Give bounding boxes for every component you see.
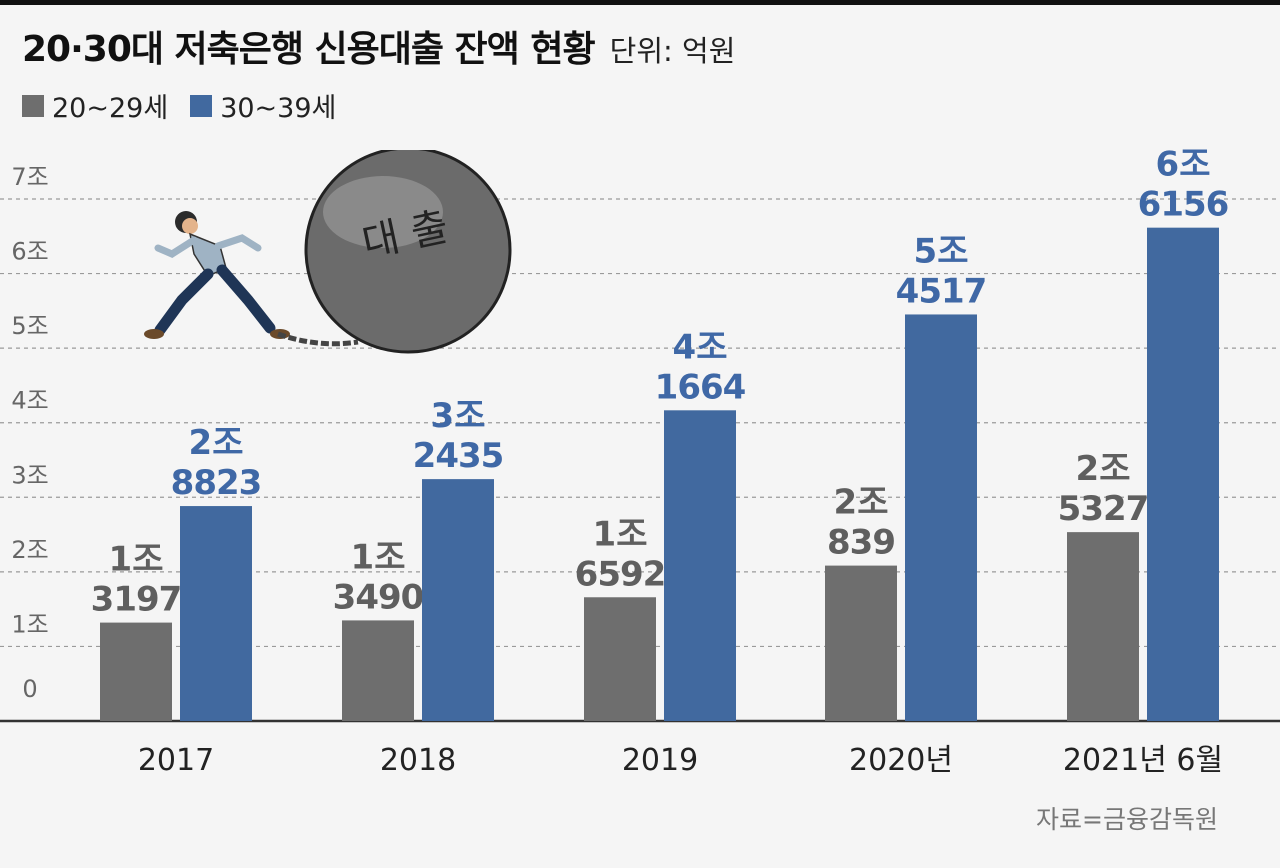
legend-swatch-20s (22, 94, 44, 117)
legend: 20~29세 30~39세 (22, 86, 358, 125)
legend-label-20s: 20~29세 (52, 93, 169, 124)
data-label-eok: 2435 (413, 436, 504, 476)
bar (1067, 532, 1139, 721)
data-label-eok: 3490 (333, 577, 424, 617)
x-tick-label: 2020년 (849, 743, 953, 778)
data-label-jo: 1조 (109, 540, 164, 580)
legend-item-30s: 30~39세 (190, 86, 336, 125)
legend-swatch-30s (190, 94, 213, 117)
data-label-eok: 6156 (1138, 185, 1229, 225)
data-label-jo: 3조 (431, 396, 486, 436)
man-arm-back (214, 234, 262, 252)
x-tick-label: 2017 (138, 743, 214, 778)
data-label-eok: 5327 (1058, 489, 1149, 529)
data-label-jo: 2조 (1076, 449, 1131, 489)
unit-label: 단위: 억원 (609, 34, 736, 68)
data-label-jo: 2조 (834, 483, 889, 523)
data-label-eok: 3197 (91, 580, 182, 620)
man-shoe-front (144, 329, 164, 339)
bar (342, 620, 414, 721)
data-label-eok: 839 (827, 523, 895, 563)
data-label-jo: 5조 (914, 231, 969, 271)
bar (584, 597, 656, 721)
data-label-jo: 4조 (673, 327, 728, 367)
legend-label-30s: 30~39세 (220, 93, 337, 124)
top-rule (0, 0, 1280, 5)
debt-ball-illustration: 대 출 (144, 150, 512, 354)
y-tick-label: 3조 (11, 461, 48, 489)
data-label-jo: 1조 (593, 514, 648, 554)
data-label-jo: 1조 (351, 537, 406, 577)
legend-item-20s: 20~29세 (22, 86, 168, 125)
bar (1147, 227, 1219, 721)
bar (664, 410, 736, 721)
y-tick-label: 5조 (11, 312, 48, 340)
y-tick-label: 4조 (11, 387, 48, 415)
ball-highlight (323, 176, 443, 248)
bar (100, 622, 172, 721)
title-row: 20·30대 저축은행 신용대출 잔액 현황 단위: 억원 (22, 20, 735, 72)
bar (422, 479, 494, 721)
y-tick-label: 7조 (11, 163, 48, 191)
chart-title: 20·30대 저축은행 신용대출 잔액 현황 (22, 29, 596, 70)
running-man-figure (144, 211, 290, 339)
y-tick-label: 2조 (11, 536, 48, 564)
bar (905, 314, 977, 721)
x-tick-label: 2018 (380, 743, 456, 778)
man-leg-front (154, 268, 214, 336)
debt-ball: 대 출 (304, 150, 512, 354)
data-label-eok: 4517 (896, 271, 987, 311)
chain (277, 331, 359, 347)
source-note: 자료=금융감독원 (1036, 805, 1218, 834)
data-label-eok: 1664 (655, 367, 746, 407)
man-leg-back (216, 264, 276, 334)
data-label-eok: 6592 (575, 554, 666, 594)
y-tick-label: 6조 (11, 238, 48, 266)
y-tick-label: 0 (22, 675, 37, 703)
bar (180, 506, 252, 721)
man-arm-front (154, 236, 198, 258)
x-tick-label: 2021년 6월 (1063, 743, 1223, 778)
data-label-jo: 6조 (1156, 145, 1211, 185)
y-tick-label: 1조 (11, 610, 48, 638)
data-label-eok: 8823 (171, 463, 262, 503)
man-face (182, 218, 198, 234)
bar (825, 565, 897, 721)
x-tick-label: 2019 (622, 743, 698, 778)
data-label-jo: 2조 (189, 423, 244, 463)
